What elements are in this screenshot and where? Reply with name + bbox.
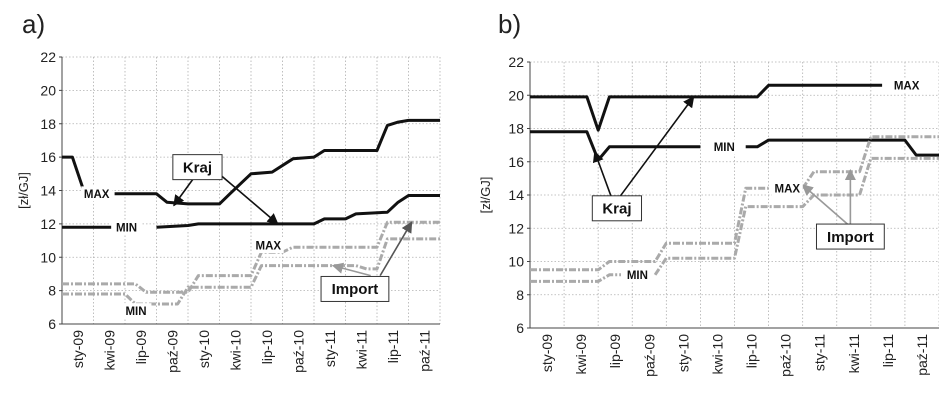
y-tick-label: 18 [40,116,56,132]
annotation-arrow [379,221,413,277]
x-tick-label: paź-09 [164,330,180,373]
x-tick-label: kwi-10 [709,334,725,375]
x-tick-label: sty-10 [675,334,691,372]
y-axis-label: [zł/GJ] [478,177,493,214]
y-tick-label: 18 [508,121,524,137]
y-tick-label: 20 [508,87,524,103]
annotation-label: MIN [116,222,137,234]
y-tick-label: 20 [40,82,56,98]
y-tick-label: 8 [516,287,524,303]
x-tick-label: kwi-09 [573,334,589,375]
annotation-label: MAX [775,183,801,195]
x-tick-label: kwi-11 [846,334,862,374]
annotation-arrow [617,96,695,199]
y-tick-label: 12 [40,216,56,232]
chart-a-svg: a) 6 8 10 12 14 16 18 20 22 sty-09 kwi-09 lip-09 paź-… [16,9,441,373]
x-tick-label: lip-10 [259,330,275,364]
x-tick-label: kwi-11 [353,330,369,370]
panel-label: b) [498,9,521,39]
x-tick-label: lip-11 [880,334,896,367]
annotation-label: MIN [714,142,735,154]
annotation-label: MAX [84,189,110,201]
x-tick-label: sty-10 [196,330,212,368]
x-tick-label: sty-09 [70,330,86,368]
x-tick-label: paź-11 [416,330,432,372]
x-tick-label: paź-10 [290,330,306,373]
annotation-box [172,154,223,181]
x-tick-label: sty-09 [539,334,555,372]
y-tick-label: 16 [40,149,56,165]
annotation-label: Import [332,281,379,298]
annotation-bg [708,139,740,155]
x-tick-label: sty-11 [322,330,338,367]
x-tick-label: lip-09 [133,330,149,364]
x-tick-label: lip-11 [385,330,401,363]
x-tick-label: kwi-09 [101,330,117,371]
annotation-bg [621,267,653,283]
y-axis-label: [zł/GJ] [16,172,31,209]
x-tick-label: kwi-10 [227,330,243,371]
annotation-bg [81,186,113,202]
series-line-import-max [62,220,440,294]
annotation-label: Import [827,229,874,246]
annotation-bg [891,77,923,93]
y-tick-label: 6 [48,316,56,332]
chart-panel-b: b) 6 8 10 12 14 16 18 20 22 sty-09 kwi-09 lip-09 paź-… [470,0,939,394]
annotation-label: MAX [894,80,920,92]
y-tick-label: 6 [516,320,524,336]
annotation-arrow [592,150,613,199]
x-tick-label: paź-11 [914,334,930,376]
y-tick-label: 10 [508,254,524,270]
annotation-label: MIN [627,270,648,282]
panel-label: a) [22,9,45,39]
y-tick-label: 10 [40,249,56,265]
chart-b-svg: b) 6 8 10 12 14 16 18 20 22 sty-09 kwi-09 lip-09 paź-… [478,9,939,377]
annotation-box [591,195,643,222]
annotation-bg [120,303,152,319]
annotation-box [320,275,390,302]
annotation-bg [111,219,142,235]
annotation-label: MAX [256,241,282,253]
annotation-label: Kraj [602,201,631,218]
y-tick-label: 16 [508,154,524,170]
y-tick-label: 8 [48,283,56,299]
y-tick-label: 14 [40,183,56,199]
y-tick-label: 22 [508,54,524,70]
y-tick-label: 12 [508,220,524,236]
grid [529,61,939,329]
series-line-import-min [530,156,939,283]
grid [61,56,441,325]
chart-panel-a: a) 6 8 10 12 14 16 18 20 22 sty-09 kwi-09 lip-09 paź-… [16,9,441,373]
x-tick-label: paź-09 [641,334,657,377]
annotation-arrow [801,184,851,228]
annotation-label: Kraj [183,159,212,176]
y-tick-label: 14 [508,187,524,203]
annotation-bg [771,180,803,196]
x-tick-label: paź-10 [778,334,794,377]
series-line-import-max [530,135,939,272]
series-line-import-min [62,237,440,306]
annotation-arrow [331,262,371,277]
annotation-bg [252,238,284,254]
y-tick-label: 22 [40,49,56,65]
x-tick-label: lip-10 [744,334,760,368]
annotation-label: MIN [125,306,146,318]
x-tick-label: lip-09 [607,334,623,368]
annotation-box [815,223,885,250]
x-tick-label: sty-11 [812,334,828,371]
